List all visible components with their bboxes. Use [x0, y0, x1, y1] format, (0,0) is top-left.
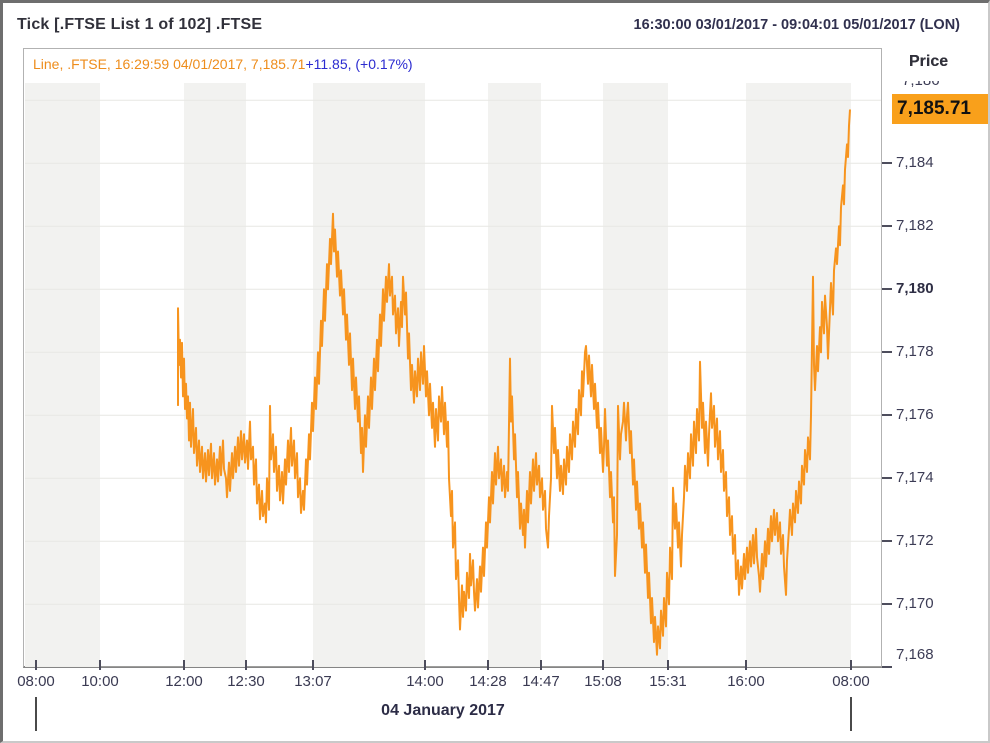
price-tick-label: 7,178: [896, 343, 934, 360]
time-tick-mark: [667, 660, 669, 670]
time-tick-label: 15:31: [649, 673, 687, 690]
price-tick-mark: [882, 666, 892, 668]
time-tick-mark: [487, 660, 489, 670]
price-tick-mark: [882, 540, 892, 542]
price-tick-label: 7,184: [896, 154, 934, 171]
time-tick-label: 13:07: [294, 673, 332, 690]
price-axis-title: Price: [909, 53, 949, 70]
title-bar: Tick [.FTSE List 1 of 102] .FTSE 16:30:0…: [3, 3, 988, 45]
price-tick-label: 7,176: [896, 406, 934, 423]
time-tick-label: 08:00: [17, 673, 55, 690]
time-tick-label: 16:00: [727, 673, 765, 690]
price-tick-mark: [882, 477, 892, 479]
legend-series-label: Line, .FTSE, 16:29:59 04/01/2017, 7,185.…: [33, 56, 306, 72]
price-tick-label: 7,172: [896, 532, 934, 549]
price-tick-label: 7,174: [896, 469, 934, 486]
time-tick-mark: [35, 660, 37, 670]
time-tick-label: 08:00: [832, 673, 870, 690]
time-tick-mark: [312, 660, 314, 670]
price-axis-panel: Price: [883, 48, 988, 673]
background-band: [746, 83, 851, 667]
background-band: [25, 83, 100, 667]
background-band: [313, 83, 425, 667]
price-tick-mark: [882, 603, 892, 605]
ftse-price-line: [177, 109, 851, 656]
session-start-marker: [850, 697, 852, 731]
price-tick-mark: [882, 162, 892, 164]
price-tick-mark: [882, 414, 892, 416]
price-axis-title: Price: [909, 53, 949, 70]
price-tick-label: 7,168: [896, 646, 934, 663]
session-start-marker: [35, 697, 37, 731]
time-tick-label: 10:00: [81, 673, 119, 690]
time-tick-mark: [245, 660, 247, 670]
date-label: 04 January 2017: [381, 702, 505, 719]
time-tick-label: 14:00: [406, 673, 444, 690]
background-band: [488, 83, 541, 667]
time-tick-mark: [602, 660, 604, 670]
time-tick-label: 12:00: [165, 673, 203, 690]
time-tick-label: 12:30: [227, 673, 265, 690]
time-tick-mark: [540, 660, 542, 670]
background-band: [603, 83, 668, 667]
price-tick-label: 7,182: [896, 217, 934, 234]
time-tick-label: 14:47: [522, 673, 560, 690]
hidden-price-tick: 7,186: [902, 81, 952, 90]
chart-legend: Line, .FTSE, 16:29:59 04/01/2017, 7,185.…: [33, 56, 413, 72]
time-tick-mark: [850, 660, 852, 670]
background-band: [184, 83, 246, 667]
time-tick-label: 14:28: [469, 673, 507, 690]
price-tick-label: 7,170: [896, 595, 934, 612]
price-tick-mark: [882, 225, 892, 227]
time-tick-mark: [99, 660, 101, 670]
chart-plot-area[interactable]: [25, 83, 881, 667]
time-tick-mark: [183, 660, 185, 670]
time-tick-mark: [745, 660, 747, 670]
time-tick-mark: [424, 660, 426, 670]
price-tick-mark: [882, 288, 892, 290]
legend-change-label: +11.85, (+0.17%): [305, 56, 413, 72]
price-tick-mark: [882, 351, 892, 353]
price-tick-label: 7,180: [896, 280, 934, 297]
last-price-badge: 7,185.71: [892, 94, 988, 124]
date-range-label: 16:30:00 03/01/2017 - 09:04:01 05/01/201…: [633, 17, 960, 33]
chart-title: Tick [.FTSE List 1 of 102] .FTSE: [17, 16, 263, 33]
time-tick-label: 15:08: [584, 673, 622, 690]
